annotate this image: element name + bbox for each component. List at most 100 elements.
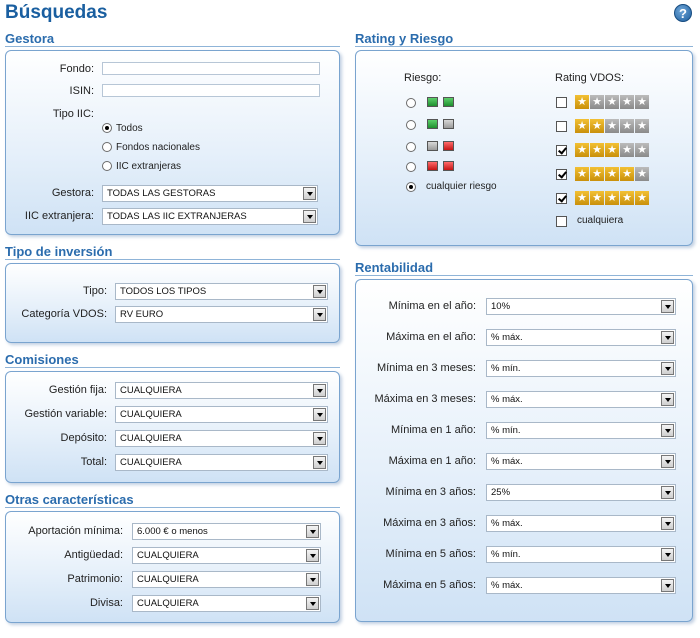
max-anio-select-value: % máx. [491, 332, 523, 343]
chevron-down-icon [306, 525, 319, 538]
star-icon: ★ [635, 119, 649, 133]
divisa-label: Divisa: [89, 597, 123, 609]
rating-checkbox-1[interactable] [556, 97, 567, 108]
fondo-input[interactable] [102, 62, 320, 75]
tipo-select[interactable]: TODOS LOS TIPOS [115, 283, 328, 300]
star-icon: ★ [575, 119, 589, 133]
max-3-meses-select-value: % máx. [491, 394, 523, 405]
min-1-anio-select[interactable]: % mín. [486, 422, 676, 439]
riesgo-radio-3[interactable] [406, 142, 416, 152]
tipo-select-value: TODOS LOS TIPOS [120, 286, 207, 297]
star-icon: ★ [635, 95, 649, 109]
star-icon: ★ [590, 143, 604, 157]
gestion-variable-select[interactable]: CUALQUIERA [115, 406, 328, 423]
gestora-section-title: Gestora [5, 31, 55, 46]
divider [355, 275, 693, 276]
star-icon: ★ [605, 95, 619, 109]
rating-checkbox-cualquiera[interactable] [556, 216, 567, 227]
min-3-meses-label: Mínima en 3 meses: [376, 362, 476, 374]
gestora-select[interactable]: TODAS LAS GESTORAS [102, 185, 318, 202]
star-icon: ★ [620, 191, 634, 205]
total-select-value: CUALQUIERA [120, 457, 182, 468]
iic-extranjera-select[interactable]: TODAS LAS IIC EXTRANJERAS [102, 208, 318, 225]
max-anio-label: Máxima en el año: [386, 331, 476, 343]
chevron-down-icon [313, 432, 326, 445]
risk-red-icon [443, 141, 454, 151]
gestion-fija-select-value: CUALQUIERA [120, 385, 182, 396]
min-3-anios-select[interactable]: 25% [486, 484, 676, 501]
tipo-iic-radio-todos[interactable] [102, 123, 112, 133]
rating-checkbox-3[interactable] [556, 145, 567, 156]
chevron-down-icon [661, 455, 674, 468]
comisiones-section-title: Comisiones [5, 352, 79, 367]
min-5-anios-select-value: % mín. [491, 549, 521, 560]
tipo-iic-radio-nacionales[interactable] [102, 142, 112, 152]
gestora-select-value: TODAS LAS GESTORAS [107, 188, 216, 199]
rating-5-stars: ★ ★ ★ ★ ★ [575, 191, 650, 205]
max-anio-select[interactable]: % máx. [486, 329, 676, 346]
max-3-meses-label: Máxima en 3 meses: [374, 393, 476, 405]
antiguedad-label: Antigüedad: [64, 549, 123, 561]
chevron-down-icon [303, 187, 316, 200]
max-5-anios-select-value: % máx. [491, 580, 523, 591]
antiguedad-select[interactable]: CUALQUIERA [132, 547, 321, 564]
max-1-anio-select[interactable]: % máx. [486, 453, 676, 470]
tipo-iic-option-label: IIC extranjeras [116, 161, 182, 172]
star-icon: ★ [590, 191, 604, 205]
patrimonio-select[interactable]: CUALQUIERA [132, 571, 321, 588]
chevron-down-icon [661, 548, 674, 561]
iic-extranjera-label: IIC extranjera: [24, 210, 94, 222]
star-icon: ★ [575, 191, 589, 205]
risk-red-icon [443, 161, 454, 171]
riesgo-radio-cualquier[interactable] [406, 182, 416, 192]
total-label: Total: [80, 456, 107, 468]
max-1-anio-select-value: % máx. [491, 456, 523, 467]
star-icon: ★ [620, 119, 634, 133]
risk-gray-icon [427, 141, 438, 151]
riesgo-radio-4[interactable] [406, 162, 416, 172]
min-anio-select[interactable]: 10% [486, 298, 676, 315]
tipo-inversion-panel [5, 263, 340, 343]
divider [5, 367, 340, 368]
deposito-select[interactable]: CUALQUIERA [115, 430, 328, 447]
risk-gray-icon [443, 119, 454, 129]
gestion-fija-select[interactable]: CUALQUIERA [115, 382, 328, 399]
rating-checkbox-2[interactable] [556, 121, 567, 132]
tipo-inversion-section-title: Tipo de inversión [5, 244, 113, 259]
aportacion-minima-select[interactable]: 6.000 € o menos [132, 523, 321, 540]
help-icon[interactable]: ? [674, 4, 692, 22]
rating-1-stars: ★ ★ ★ ★ ★ [575, 95, 650, 109]
max-5-anios-select[interactable]: % máx. [486, 577, 676, 594]
antiguedad-select-value: CUALQUIERA [137, 550, 199, 561]
chevron-down-icon [313, 384, 326, 397]
star-icon: ★ [620, 167, 634, 181]
riesgo-radio-2[interactable] [406, 120, 416, 130]
max-3-anios-select[interactable]: % máx. [486, 515, 676, 532]
deposito-select-value: CUALQUIERA [120, 433, 182, 444]
min-anio-label: Mínima en el año: [388, 300, 476, 312]
max-3-meses-select[interactable]: % máx. [486, 391, 676, 408]
total-select[interactable]: CUALQUIERA [115, 454, 328, 471]
rating-4-stars: ★ ★ ★ ★ ★ [575, 167, 650, 181]
max-5-anios-label: Máxima en 5 años: [383, 579, 476, 591]
star-icon: ★ [635, 143, 649, 157]
riesgo-radio-1[interactable] [406, 98, 416, 108]
min-5-anios-select[interactable]: % mín. [486, 546, 676, 563]
otras-section-title: Otras características [5, 492, 134, 507]
star-icon: ★ [620, 143, 634, 157]
rating-checkbox-4[interactable] [556, 169, 567, 180]
min-3-meses-select-value: % mín. [491, 363, 521, 374]
star-icon: ★ [635, 167, 649, 181]
rating-checkbox-5[interactable] [556, 193, 567, 204]
divisa-select[interactable]: CUALQUIERA [132, 595, 321, 612]
tipo-iic-radio-extranjeras[interactable] [102, 161, 112, 171]
patrimonio-select-value: CUALQUIERA [137, 574, 199, 585]
chevron-down-icon [661, 300, 674, 313]
categoria-select[interactable]: RV EURO [115, 306, 328, 323]
min-3-meses-select[interactable]: % mín. [486, 360, 676, 377]
isin-input[interactable] [102, 84, 320, 97]
divisa-select-value: CUALQUIERA [137, 598, 199, 609]
star-icon: ★ [605, 143, 619, 157]
chevron-down-icon [313, 285, 326, 298]
rating-header: Rating VDOS: [555, 72, 625, 84]
